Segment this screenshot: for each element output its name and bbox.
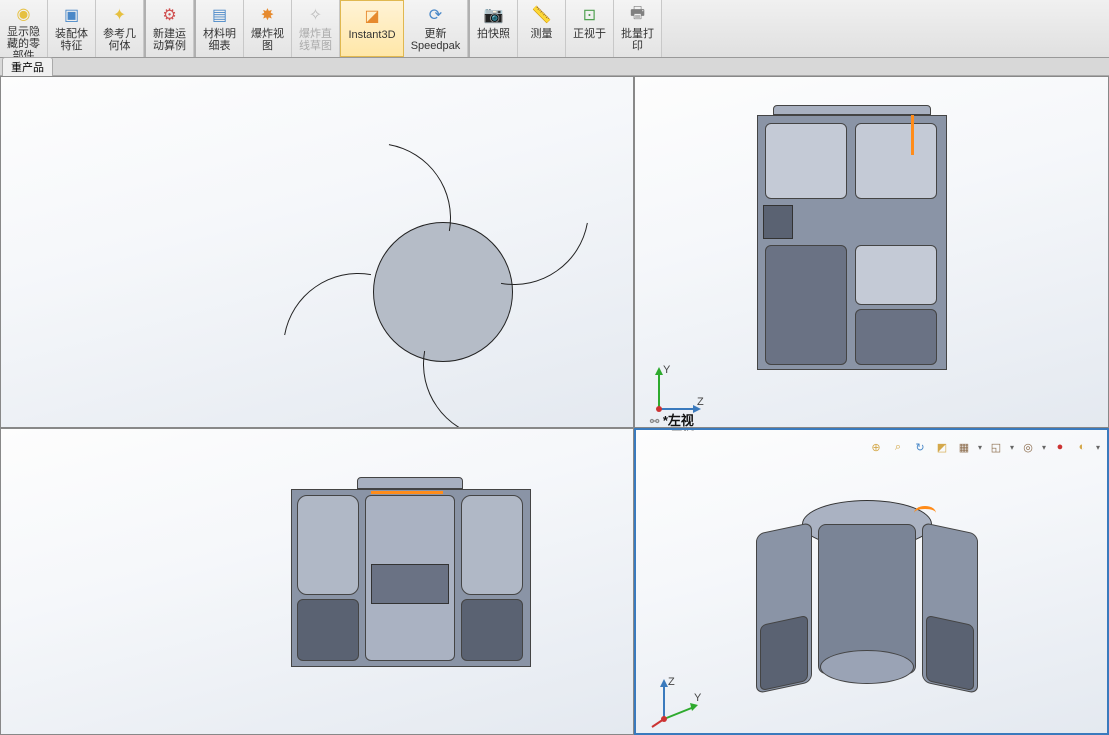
assembly-feature-icon: ▣ bbox=[64, 5, 79, 25]
viewport-label: ⚯ *左视 bbox=[650, 410, 694, 429]
orientation-triad: Z Y bbox=[650, 671, 710, 731]
viewport-grid: Y Z ⚯ *左视 bbox=[0, 76, 1109, 735]
measure-button[interactable]: 📏 测量 bbox=[518, 0, 566, 57]
motion-study-button[interactable]: ⚙ 新建运 动算例 bbox=[146, 0, 194, 57]
appearance-button[interactable]: ● bbox=[1051, 438, 1069, 456]
hidden-parts-icon: ◉ bbox=[17, 4, 31, 24]
btn-label: 装配体 特征 bbox=[55, 28, 88, 52]
appearance-icon: ● bbox=[1057, 441, 1064, 453]
viewport-hud-toolbar: ⊕ ⌕ ↻ ◩ ▦ ▾ ◱ ▾ ◎ ▾ ● ◐ ▾ bbox=[867, 438, 1101, 456]
bom-button[interactable]: ▤ 材料明 细表 bbox=[196, 0, 244, 57]
btn-label: Instant3D bbox=[348, 29, 395, 41]
btn-label: 正视于 bbox=[573, 28, 606, 40]
speedpak-button[interactable]: ⟳ 更新 Speedpak bbox=[404, 0, 468, 57]
reference-geometry-icon: ✦ bbox=[113, 5, 126, 25]
btn-label: 拍快照 bbox=[477, 28, 510, 40]
render-icon: ◐ bbox=[1079, 441, 1086, 453]
view-orientation-button[interactable]: ◱ bbox=[987, 438, 1005, 456]
viewport-right[interactable]: Y Z bbox=[634, 76, 1109, 428]
btn-label: 更新 Speedpak bbox=[411, 28, 461, 52]
batch-print-button[interactable]: 🖶 批量打 印 bbox=[614, 0, 662, 57]
btn-label: 测量 bbox=[531, 28, 553, 40]
show-hidden-parts-button[interactable]: ◉ 显示隐 藏的零 部件 bbox=[0, 0, 48, 57]
dropdown-arrow-icon: ▾ bbox=[1009, 439, 1015, 455]
btn-label: 新建运 动算例 bbox=[153, 28, 186, 52]
document-tab-strip: 重产品 bbox=[0, 58, 1109, 76]
hide-show-button[interactable]: ◎ bbox=[1019, 438, 1037, 456]
btn-label: 材料明 细表 bbox=[203, 28, 236, 52]
btn-label: 爆炸视 图 bbox=[251, 28, 284, 52]
display-style-icon: ▦ bbox=[959, 441, 969, 454]
exploded-view-button[interactable]: ✸ 爆炸视 图 bbox=[244, 0, 292, 57]
exploded-line-icon: ✧ bbox=[309, 5, 322, 25]
instant3d-button[interactable]: ◪ Instant3D bbox=[340, 0, 404, 57]
dropdown-arrow-icon: ▾ bbox=[1095, 439, 1101, 455]
viewport-front[interactable] bbox=[0, 428, 634, 735]
measure-icon: 📏 bbox=[532, 5, 552, 25]
speedpak-icon: ⟳ bbox=[429, 5, 442, 25]
zoom-area-icon: ⌕ bbox=[895, 441, 901, 454]
normal-to-button[interactable]: ⊡ 正视于 bbox=[566, 0, 614, 57]
btn-label: 爆炸直 线草图 bbox=[299, 28, 332, 52]
exploded-line-button[interactable]: ✧ 爆炸直 线草图 bbox=[292, 0, 340, 57]
section-button[interactable]: ◩ bbox=[933, 438, 951, 456]
axis-z-label: Z bbox=[697, 396, 704, 408]
btn-label: 参考几 何体 bbox=[103, 28, 136, 52]
render-button[interactable]: ◐ bbox=[1073, 438, 1091, 456]
model-isometric bbox=[746, 500, 986, 720]
rotate-button[interactable]: ↻ bbox=[911, 438, 929, 456]
display-style-button[interactable]: ▦ bbox=[955, 438, 973, 456]
zoom-area-button[interactable]: ⌕ bbox=[889, 438, 907, 456]
axis-y-label: Y bbox=[663, 364, 671, 376]
snapshot-button[interactable]: 📷 拍快照 bbox=[470, 0, 518, 57]
zoom-fit-button[interactable]: ⊕ bbox=[867, 438, 885, 456]
bom-icon: ▤ bbox=[212, 5, 227, 25]
ribbon-toolbar: ◉ 显示隐 藏的零 部件 ▣ 装配体 特征 ✦ 参考几 何体 ⚙ 新建运 动算例… bbox=[0, 0, 1109, 58]
normal-to-icon: ⊡ bbox=[583, 5, 596, 25]
motion-study-icon: ⚙ bbox=[162, 5, 176, 25]
axis-y-label: Y bbox=[694, 692, 702, 704]
viewport-isometric[interactable]: ⚯ *左视 ⊕ ⌕ ↻ ◩ ▦ ▾ ◱ ▾ ◎ ▾ ● ◐ ▾ bbox=[634, 428, 1109, 735]
dropdown-arrow-icon: ▾ bbox=[1041, 439, 1047, 455]
document-tab[interactable]: 重产品 bbox=[2, 57, 53, 76]
instant3d-icon: ◪ bbox=[364, 6, 379, 26]
view-orientation-icon: ◱ bbox=[991, 441, 1001, 454]
viewport-top[interactable] bbox=[0, 76, 634, 428]
rotate-icon: ↻ bbox=[915, 441, 924, 454]
axis-z-label: Z bbox=[668, 676, 675, 688]
btn-label: 批量打 印 bbox=[621, 28, 654, 52]
hide-show-icon: ◎ bbox=[1023, 441, 1033, 454]
dropdown-arrow-icon: ▾ bbox=[977, 439, 983, 455]
reference-geometry-button[interactable]: ✦ 参考几 何体 bbox=[96, 0, 144, 57]
link-icon: ⚯ bbox=[650, 416, 659, 428]
snapshot-icon: 📷 bbox=[484, 5, 504, 25]
section-icon: ◩ bbox=[937, 441, 947, 454]
zoom-fit-icon: ⊕ bbox=[871, 441, 880, 454]
exploded-view-icon: ✸ bbox=[261, 5, 274, 25]
batch-print-icon: 🖶 bbox=[630, 2, 645, 29]
assembly-feature-button[interactable]: ▣ 装配体 特征 bbox=[48, 0, 96, 57]
